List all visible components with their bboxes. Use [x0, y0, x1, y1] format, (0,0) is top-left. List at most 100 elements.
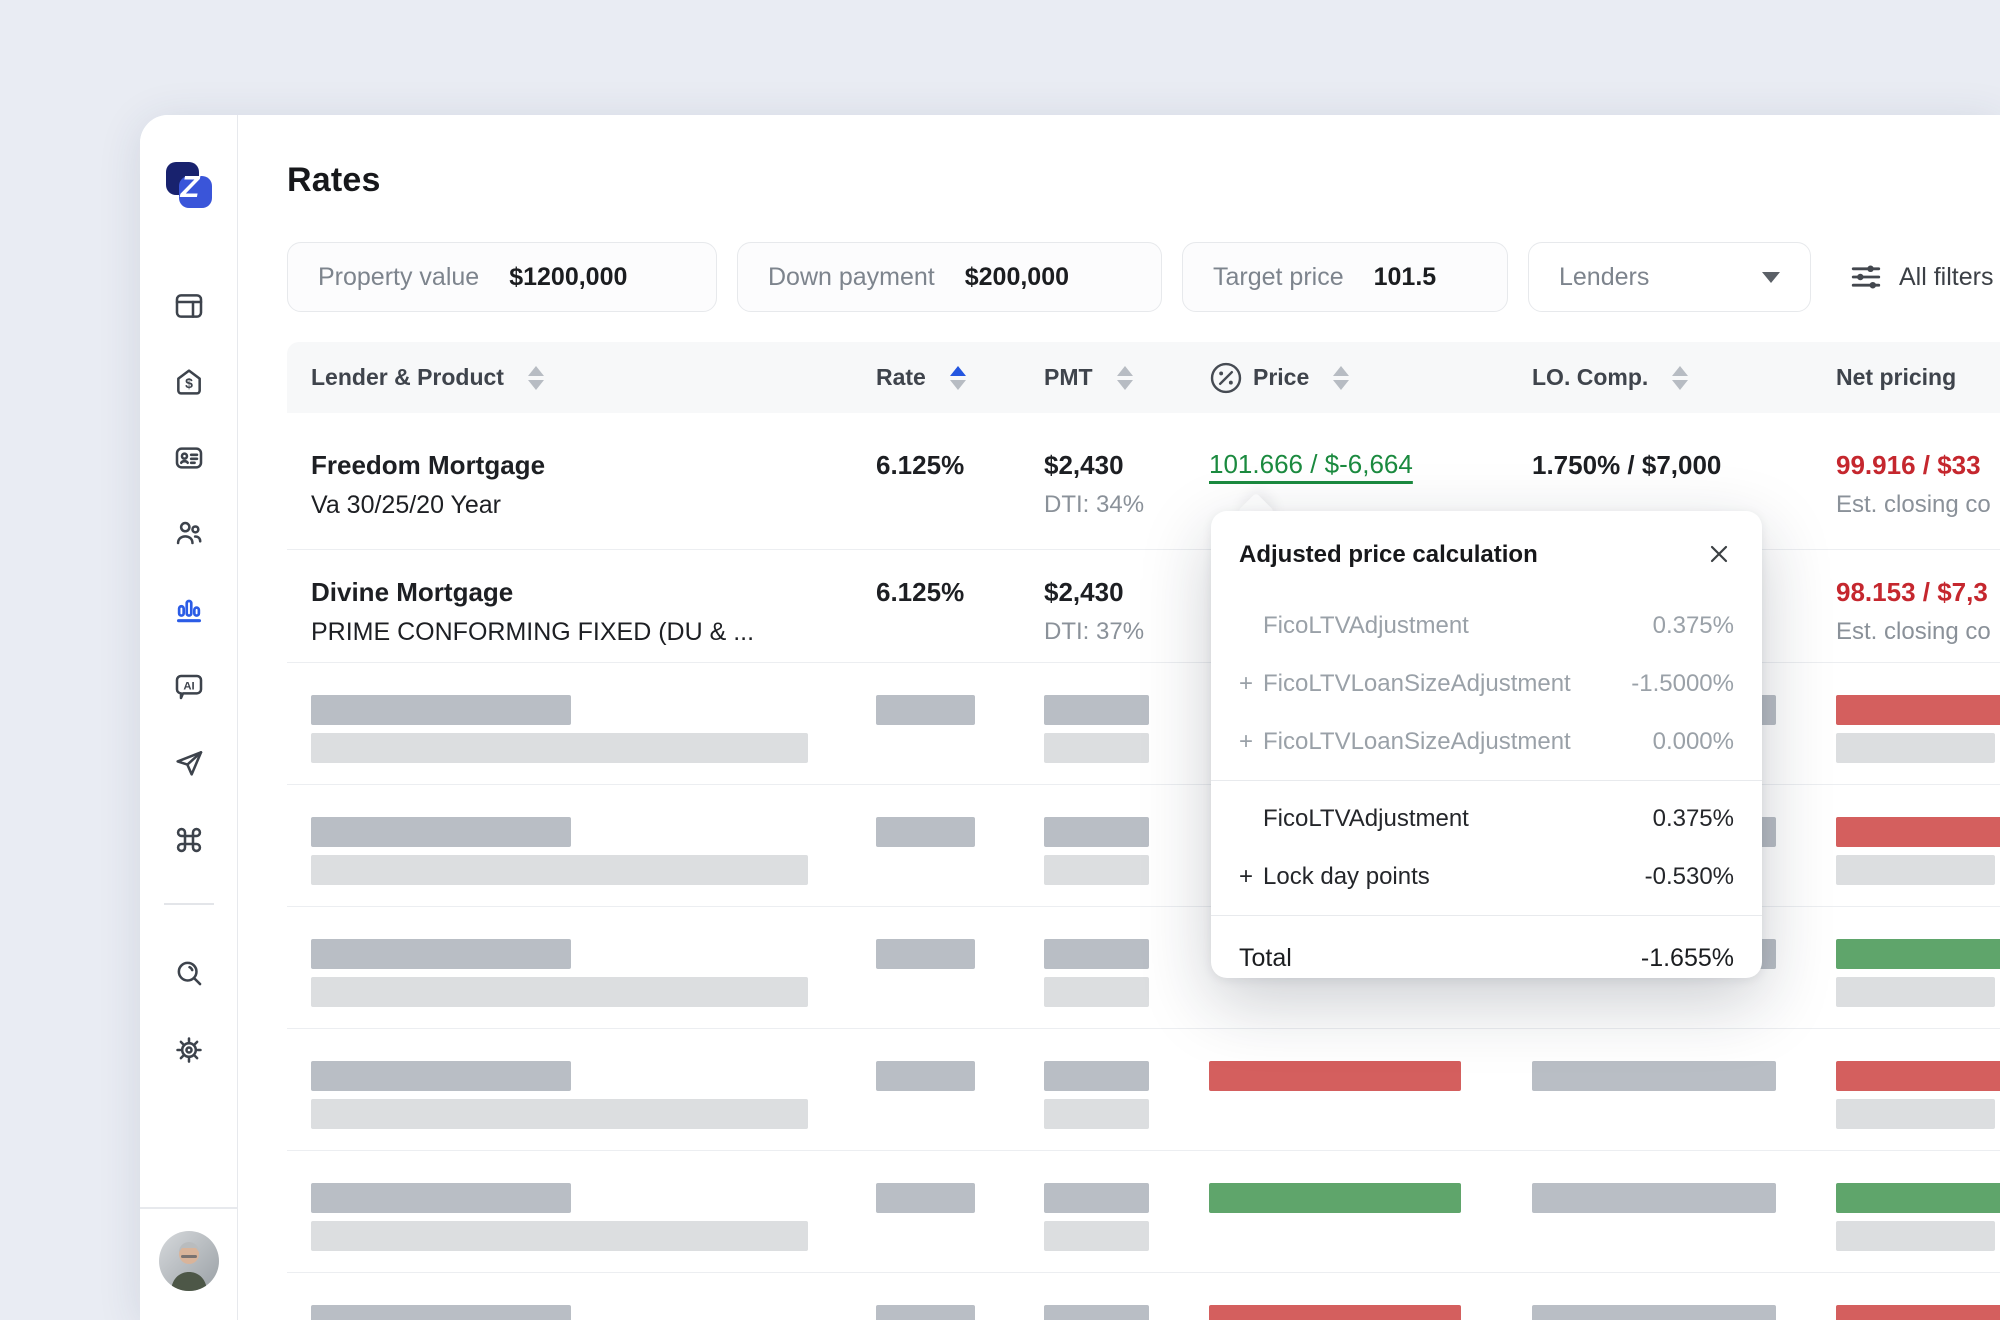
ai-chat-icon[interactable]: AI: [173, 670, 205, 702]
skeleton-bar: [876, 1061, 975, 1091]
adjustment-row: + FicoLTVLoanSizeAdjustment 0.000%: [1235, 713, 1738, 771]
net-pricing-cell: 98.153 / $7,3 Est. closing co: [1812, 576, 2000, 662]
adjusted-price-link[interactable]: 101.666 / $-6,664: [1209, 449, 1413, 479]
pmt-cell: [1020, 1151, 1185, 1272]
command-icon[interactable]: [173, 824, 205, 856]
contact-card-icon[interactable]: [173, 442, 205, 474]
table-header: Lender & Product Rate PMT: [287, 342, 2000, 413]
lender-product-cell: [287, 1273, 876, 1320]
rate-cell: [876, 1029, 1020, 1150]
adjustment-row: FicoLTVAdjustment 0.375%: [1235, 790, 1738, 848]
skeleton-bar: [1532, 1061, 1776, 1091]
net-status-bar: [1836, 695, 2000, 725]
price-status-bar: [1209, 1183, 1461, 1213]
sliders-icon: [1851, 265, 1881, 289]
net-status-bar: [1836, 817, 2000, 847]
price-cell: 101.666 / $-6,664: [1185, 449, 1508, 549]
target-price-filter[interactable]: Target price 101.5: [1182, 242, 1508, 312]
skeleton-bar: [1044, 695, 1149, 725]
lender-name: Divine Mortgage: [311, 577, 514, 607]
product-name: PRIME CONFORMING FIXED (DU & ...: [311, 618, 755, 646]
total-value: -1.655%: [1640, 943, 1734, 972]
close-icon[interactable]: [1704, 539, 1734, 569]
sort-icon: [1116, 365, 1133, 390]
skeleton-bar: [1836, 855, 1995, 885]
skeleton-bar: [1044, 1305, 1149, 1320]
all-filters-button[interactable]: All filters: [1849, 260, 1993, 294]
dti-value: DTI: 34%: [1044, 491, 1145, 518]
net-status-bar: [1836, 1061, 2000, 1091]
plus-sign: +: [1239, 863, 1254, 890]
chevron-down-icon: [1762, 271, 1780, 283]
lender-product-cell: [287, 907, 876, 1028]
filter-bar: Property value $1200,000 Down payment $2…: [287, 242, 2000, 312]
table-row[interactable]: Freedom Mortgage Va 30/25/20 Year 6.125%…: [287, 413, 2000, 550]
skeleton-bar: [1044, 1183, 1149, 1213]
popover-title: Adjusted price calculation: [1239, 541, 1538, 568]
skeleton-bar: [311, 1221, 808, 1251]
column-header-price[interactable]: Price: [1185, 342, 1508, 413]
target-price-label: Target price: [1213, 262, 1344, 291]
adjustment-name: FicoLTVAdjustment: [1263, 612, 1469, 639]
table-row-loading: [287, 1273, 2000, 1320]
column-header-pmt[interactable]: PMT: [1020, 342, 1185, 413]
sort-icon: [1672, 365, 1689, 390]
skeleton-bar: [1044, 1061, 1149, 1091]
net-status-bar: [1836, 939, 2000, 969]
logo-letter: Z: [180, 169, 201, 204]
pmt-cell: [1020, 907, 1185, 1028]
search-icon[interactable]: [173, 957, 205, 989]
total-label: Total: [1239, 943, 1292, 972]
lo-comp-cell: [1508, 1151, 1812, 1272]
property-value-amount: $1200,000: [509, 262, 628, 291]
sidebar-divider: [164, 903, 214, 905]
user-avatar[interactable]: [159, 1231, 219, 1291]
pmt-cell: $2,430 DTI: 34%: [1020, 449, 1185, 549]
table-row[interactable]: Divine Mortgage PRIME CONFORMING FIXED (…: [287, 550, 2000, 663]
all-filters-label: All filters: [1899, 262, 1994, 291]
lender-product-cell: Divine Mortgage PRIME CONFORMING FIXED (…: [287, 576, 876, 662]
lender-product-cell: [287, 1029, 876, 1150]
product-name: Va 30/25/20 Year: [311, 491, 501, 519]
property-value-filter[interactable]: Property value $1200,000: [287, 242, 717, 312]
lo-comp-cell: [1508, 1029, 1812, 1150]
net-pricing-cell: [1812, 1029, 2000, 1150]
down-payment-filter[interactable]: Down payment $200,000: [737, 242, 1162, 312]
lo-comp-cell: 1.750% / $7,000: [1532, 450, 1722, 480]
plus-sign: +: [1239, 670, 1254, 697]
skeleton-bar: [311, 1099, 808, 1129]
bar-chart-icon[interactable]: [173, 594, 205, 626]
net-pricing-cell: [1812, 907, 2000, 1028]
sort-icon: [1333, 365, 1350, 390]
skeleton-bar: [311, 855, 808, 885]
users-icon[interactable]: [173, 517, 205, 549]
app-logo[interactable]: Z: [165, 161, 213, 209]
dti-value: DTI: 37%: [1044, 618, 1145, 645]
rate-cell: [876, 1151, 1020, 1272]
skeleton-bar: [311, 939, 571, 969]
sidebar: Z $: [140, 115, 238, 1320]
layout-icon[interactable]: [173, 290, 205, 322]
net-pricing-cell: 99.916 / $33 Est. closing co: [1812, 449, 2000, 549]
lenders-dropdown[interactable]: Lenders: [1528, 242, 1811, 312]
skeleton-bar: [1044, 855, 1149, 885]
skeleton-bar: [876, 939, 975, 969]
column-header-lo-comp[interactable]: LO. Comp.: [1508, 342, 1812, 413]
skeleton-bar: [311, 977, 808, 1007]
column-header-rate[interactable]: Rate: [876, 342, 1020, 413]
price-status-bar: [1209, 1305, 1461, 1320]
home-dollar-icon[interactable]: $: [173, 366, 205, 398]
lender-name: Freedom Mortgage: [311, 450, 546, 480]
column-header-lender-product[interactable]: Lender & Product: [287, 342, 876, 413]
settings-icon[interactable]: [173, 1034, 205, 1066]
net-status-bar: [1836, 1305, 2000, 1320]
est-closing-costs: Est. closing co: [1836, 491, 1991, 518]
skeleton-bar: [311, 1183, 571, 1213]
price-cell: [1185, 1029, 1508, 1150]
down-payment-label: Down payment: [768, 262, 935, 291]
send-icon[interactable]: [173, 747, 205, 779]
price-cell: [1185, 1151, 1508, 1272]
adjustment-value: 0.000%: [1652, 728, 1734, 755]
rate-cell: [876, 663, 1020, 784]
